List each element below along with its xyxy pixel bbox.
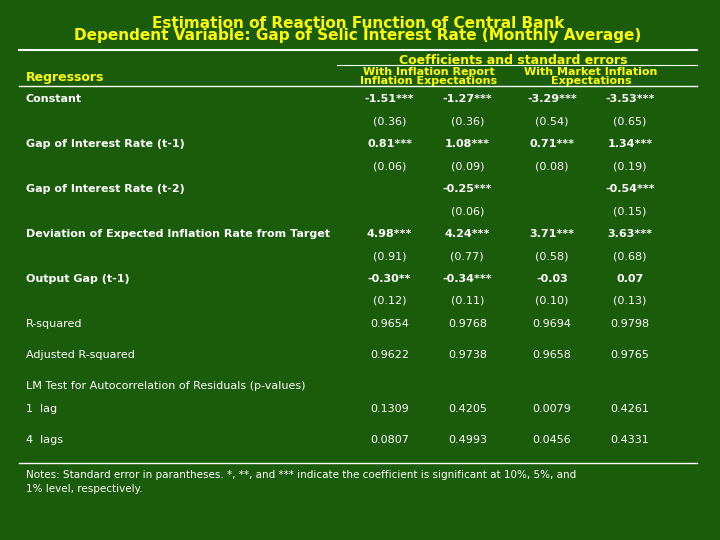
Text: (0.15): (0.15) [613,206,647,217]
Text: (0.12): (0.12) [373,296,406,306]
Text: (0.09): (0.09) [451,161,484,172]
Text: With Market Inflation: With Market Inflation [524,67,657,77]
Text: 1.34***: 1.34*** [607,139,652,150]
Text: LM Test for Autocorrelation of Residuals (p-values): LM Test for Autocorrelation of Residuals… [26,381,305,391]
Text: 4.24***: 4.24*** [445,229,490,239]
Text: Constant: Constant [26,94,82,105]
Text: Gap of Interest Rate (t-2): Gap of Interest Rate (t-2) [26,184,184,194]
Text: (0.13): (0.13) [613,296,647,306]
Text: (0.65): (0.65) [613,117,647,127]
Text: 0.0079: 0.0079 [533,404,572,414]
Text: (0.77): (0.77) [451,251,484,261]
Text: Inflation Expectations: Inflation Expectations [360,76,497,86]
Text: (0.10): (0.10) [536,296,569,306]
Text: -0.54***: -0.54*** [605,184,654,194]
Text: Deviation of Expected Inflation Rate from Target: Deviation of Expected Inflation Rate fro… [26,229,330,239]
Text: (0.91): (0.91) [373,251,406,261]
Text: 4  lags: 4 lags [26,435,63,445]
Text: 0.9654: 0.9654 [370,319,409,329]
Text: (0.54): (0.54) [536,117,569,127]
Text: 0.71***: 0.71*** [530,139,575,150]
Text: 3.71***: 3.71*** [530,229,575,239]
Text: 0.4261: 0.4261 [611,404,649,414]
Text: -0.34***: -0.34*** [443,274,492,284]
Text: 0.9738: 0.9738 [448,350,487,360]
Text: 3.63***: 3.63*** [607,229,652,239]
Text: Regressors: Regressors [26,71,104,84]
Text: -0.30**: -0.30** [368,274,411,284]
Text: Dependent Variable: Gap of Selic Interest Rate (Monthly Average): Dependent Variable: Gap of Selic Interes… [74,28,642,43]
Text: 1  lag: 1 lag [26,404,57,414]
Text: 0.81***: 0.81*** [367,139,412,150]
Text: (0.58): (0.58) [536,251,569,261]
Text: (0.36): (0.36) [373,117,406,127]
Text: 0.4993: 0.4993 [448,435,487,445]
Text: Notes: Standard error in parantheses. *, **, and *** indicate the coefficient is: Notes: Standard error in parantheses. *,… [26,470,576,494]
Text: 0.9658: 0.9658 [533,350,572,360]
Text: -0.25***: -0.25*** [443,184,492,194]
Text: Estimation of Reaction Function of Central Bank: Estimation of Reaction Function of Centr… [152,16,564,31]
Text: 0.4331: 0.4331 [611,435,649,445]
Text: 0.0807: 0.0807 [370,435,409,445]
Text: (0.11): (0.11) [451,296,484,306]
Text: (0.06): (0.06) [451,206,484,217]
Text: 0.9798: 0.9798 [611,319,649,329]
Text: 0.9622: 0.9622 [370,350,409,360]
Text: Output Gap (t-1): Output Gap (t-1) [26,274,130,284]
Text: -1.27***: -1.27*** [442,94,492,105]
Text: 0.9768: 0.9768 [448,319,487,329]
Text: -0.03: -0.03 [536,274,568,284]
Text: With Inflation Report: With Inflation Report [363,67,495,77]
Text: (0.08): (0.08) [536,161,569,172]
Text: 0.07: 0.07 [616,274,644,284]
Text: 0.4205: 0.4205 [448,404,487,414]
Text: 0.9694: 0.9694 [533,319,572,329]
Text: (0.19): (0.19) [613,161,647,172]
Text: 0.0456: 0.0456 [533,435,572,445]
Text: R-squared: R-squared [26,319,82,329]
Text: 0.9765: 0.9765 [611,350,649,360]
Text: Expectations: Expectations [551,76,631,86]
Text: (0.06): (0.06) [373,161,406,172]
Text: (0.36): (0.36) [451,117,484,127]
Text: (0.68): (0.68) [613,251,647,261]
Text: Coefficients and standard errors: Coefficients and standard errors [399,54,627,67]
Text: -3.29***: -3.29*** [527,94,577,105]
Text: -3.53***: -3.53*** [605,94,654,105]
Text: 4.98***: 4.98*** [367,229,413,239]
Text: 1.08***: 1.08*** [445,139,490,150]
Text: Gap of Interest Rate (t-1): Gap of Interest Rate (t-1) [26,139,184,150]
Text: 0.1309: 0.1309 [370,404,409,414]
Text: Adjusted R-squared: Adjusted R-squared [26,350,135,360]
Text: -1.51***: -1.51*** [365,94,415,105]
